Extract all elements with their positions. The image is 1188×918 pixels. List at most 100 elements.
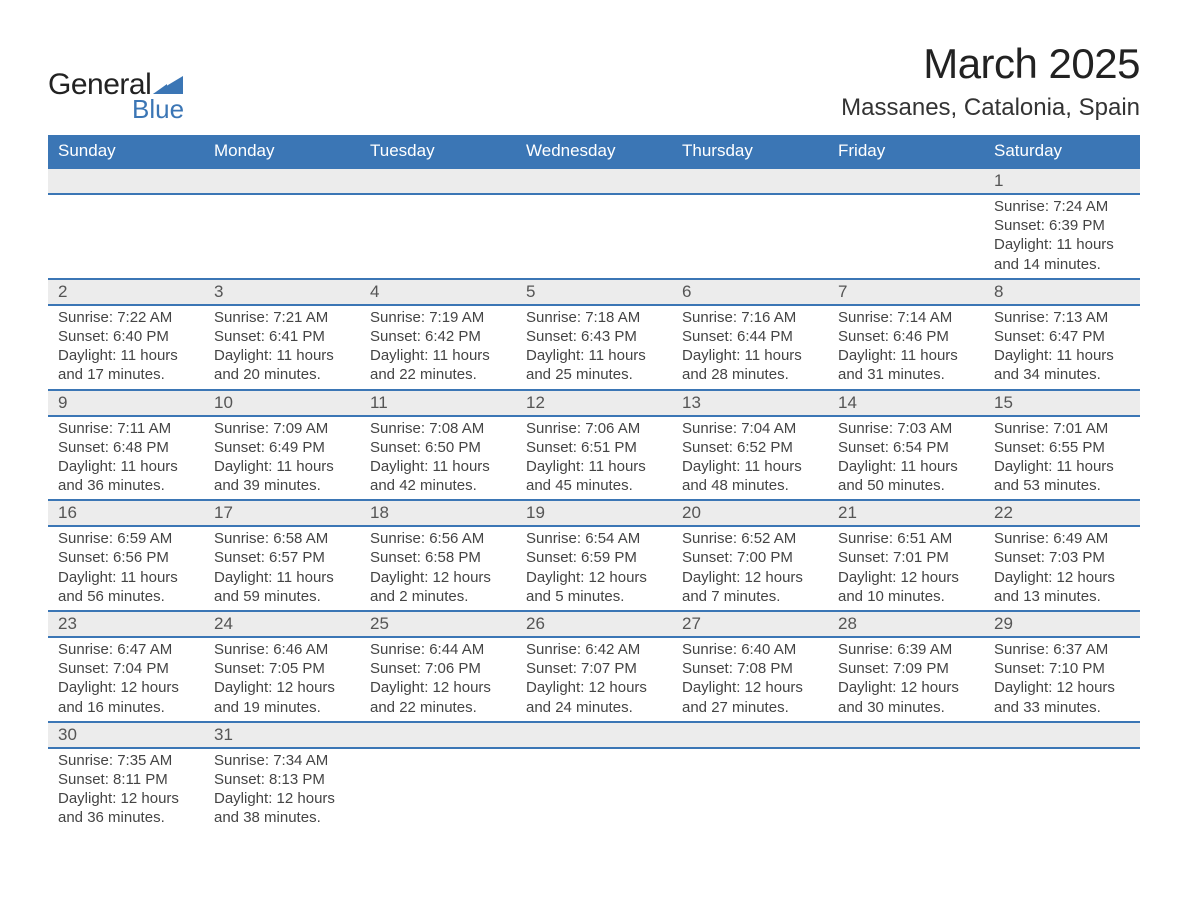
day-cell-details: Sunrise: 7:08 AMSunset: 6:50 PMDaylight:…: [360, 416, 516, 501]
day-sunrise: Sunrise: 7:18 AM: [526, 308, 662, 327]
day-sunrise: Sunrise: 7:16 AM: [682, 308, 818, 327]
logo-triangle-icon: [153, 72, 183, 94]
day-day2: and 24 minutes.: [526, 698, 662, 717]
day-cell-number: 6: [672, 279, 828, 305]
day-sunset: Sunset: 6:43 PM: [526, 327, 662, 346]
title-location: Massanes, Catalonia, Spain: [841, 94, 1140, 122]
page-header: General Blue March 2025 Massanes, Catalo…: [48, 40, 1140, 125]
day-sunrise: Sunrise: 6:39 AM: [838, 640, 974, 659]
weekday-header: Friday: [828, 135, 984, 168]
day-day1: Daylight: 11 hours: [370, 346, 506, 365]
week-detail-row: Sunrise: 7:35 AMSunset: 8:11 PMDaylight:…: [48, 748, 1140, 832]
day-sunrise: Sunrise: 6:44 AM: [370, 640, 506, 659]
day-day1: Daylight: 11 hours: [58, 568, 194, 587]
day-cell-number: 14: [828, 390, 984, 416]
day-sunset: Sunset: 7:03 PM: [994, 548, 1130, 567]
day-day1: Daylight: 11 hours: [526, 457, 662, 476]
day-cell-details: Sunrise: 6:47 AMSunset: 7:04 PMDaylight:…: [48, 637, 204, 722]
day-day1: Daylight: 12 hours: [838, 568, 974, 587]
day-day2: and 27 minutes.: [682, 698, 818, 717]
day-day2: and 17 minutes.: [58, 365, 194, 384]
day-day2: and 2 minutes.: [370, 587, 506, 606]
day-day2: and 19 minutes.: [214, 698, 350, 717]
day-cell-details: Sunrise: 7:01 AMSunset: 6:55 PMDaylight:…: [984, 416, 1140, 501]
day-cell-details: Sunrise: 7:19 AMSunset: 6:42 PMDaylight:…: [360, 305, 516, 390]
day-day1: Daylight: 11 hours: [838, 346, 974, 365]
day-day1: Daylight: 11 hours: [526, 346, 662, 365]
day-day2: and 53 minutes.: [994, 476, 1130, 495]
day-cell-details: [828, 748, 984, 832]
day-sunrise: Sunrise: 7:08 AM: [370, 419, 506, 438]
day-cell-details: Sunrise: 7:24 AMSunset: 6:39 PMDaylight:…: [984, 194, 1140, 279]
title-month: March 2025: [841, 40, 1140, 88]
day-cell-details: Sunrise: 7:04 AMSunset: 6:52 PMDaylight:…: [672, 416, 828, 501]
day-sunrise: Sunrise: 7:34 AM: [214, 751, 350, 770]
day-cell-details: Sunrise: 6:39 AMSunset: 7:09 PMDaylight:…: [828, 637, 984, 722]
day-day2: and 56 minutes.: [58, 587, 194, 606]
day-day2: and 38 minutes.: [214, 808, 350, 827]
day-cell-number: 4: [360, 279, 516, 305]
day-day2: and 39 minutes.: [214, 476, 350, 495]
day-day1: Daylight: 12 hours: [526, 678, 662, 697]
day-sunset: Sunset: 7:10 PM: [994, 659, 1130, 678]
day-day1: Daylight: 12 hours: [370, 568, 506, 587]
day-day2: and 16 minutes.: [58, 698, 194, 717]
day-cell-details: [828, 194, 984, 279]
day-sunrise: Sunrise: 6:40 AM: [682, 640, 818, 659]
day-cell-details: Sunrise: 7:21 AMSunset: 6:41 PMDaylight:…: [204, 305, 360, 390]
day-cell-details: Sunrise: 7:09 AMSunset: 6:49 PMDaylight:…: [204, 416, 360, 501]
day-day1: Daylight: 12 hours: [838, 678, 974, 697]
day-cell-details: [360, 748, 516, 832]
day-cell-number: 10: [204, 390, 360, 416]
day-cell-details: [672, 194, 828, 279]
day-day1: Daylight: 12 hours: [58, 789, 194, 808]
day-cell-number: 19: [516, 500, 672, 526]
day-cell-details: Sunrise: 7:35 AMSunset: 8:11 PMDaylight:…: [48, 748, 204, 832]
week-detail-row: Sunrise: 7:24 AMSunset: 6:39 PMDaylight:…: [48, 194, 1140, 279]
day-cell-number: 2: [48, 279, 204, 305]
day-cell-details: Sunrise: 7:18 AMSunset: 6:43 PMDaylight:…: [516, 305, 672, 390]
day-sunset: Sunset: 7:00 PM: [682, 548, 818, 567]
day-day1: Daylight: 12 hours: [58, 678, 194, 697]
day-cell-details: [516, 748, 672, 832]
day-cell-number: [828, 722, 984, 748]
day-cell-number: [48, 168, 204, 194]
week-daynum-row: 23242526272829: [48, 611, 1140, 637]
day-day2: and 36 minutes.: [58, 808, 194, 827]
day-day1: Daylight: 12 hours: [994, 678, 1130, 697]
day-cell-number: 11: [360, 390, 516, 416]
day-cell-number: 5: [516, 279, 672, 305]
week-detail-row: Sunrise: 6:47 AMSunset: 7:04 PMDaylight:…: [48, 637, 1140, 722]
day-sunrise: Sunrise: 6:56 AM: [370, 529, 506, 548]
day-sunrise: Sunrise: 7:19 AM: [370, 308, 506, 327]
day-sunrise: Sunrise: 6:51 AM: [838, 529, 974, 548]
day-day1: Daylight: 12 hours: [214, 789, 350, 808]
day-day2: and 30 minutes.: [838, 698, 974, 717]
day-cell-details: Sunrise: 6:40 AMSunset: 7:08 PMDaylight:…: [672, 637, 828, 722]
week-daynum-row: 9101112131415: [48, 390, 1140, 416]
day-sunset: Sunset: 6:46 PM: [838, 327, 974, 346]
day-day2: and 20 minutes.: [214, 365, 350, 384]
day-sunset: Sunset: 6:59 PM: [526, 548, 662, 567]
day-sunset: Sunset: 7:06 PM: [370, 659, 506, 678]
day-cell-number: 16: [48, 500, 204, 526]
day-sunrise: Sunrise: 7:09 AM: [214, 419, 350, 438]
logo-word2: Blue: [132, 94, 184, 125]
day-sunset: Sunset: 6:40 PM: [58, 327, 194, 346]
day-cell-details: Sunrise: 6:37 AMSunset: 7:10 PMDaylight:…: [984, 637, 1140, 722]
week-detail-row: Sunrise: 6:59 AMSunset: 6:56 PMDaylight:…: [48, 526, 1140, 611]
day-cell-details: Sunrise: 7:03 AMSunset: 6:54 PMDaylight:…: [828, 416, 984, 501]
day-sunset: Sunset: 8:13 PM: [214, 770, 350, 789]
day-sunrise: Sunrise: 7:06 AM: [526, 419, 662, 438]
day-sunrise: Sunrise: 6:59 AM: [58, 529, 194, 548]
day-day1: Daylight: 11 hours: [214, 457, 350, 476]
logo: General Blue: [48, 68, 184, 125]
day-cell-number: 9: [48, 390, 204, 416]
day-day2: and 48 minutes.: [682, 476, 818, 495]
day-sunrise: Sunrise: 7:11 AM: [58, 419, 194, 438]
day-cell-number: [516, 722, 672, 748]
day-sunset: Sunset: 7:01 PM: [838, 548, 974, 567]
day-day1: Daylight: 11 hours: [58, 457, 194, 476]
day-day2: and 13 minutes.: [994, 587, 1130, 606]
day-cell-details: Sunrise: 7:22 AMSunset: 6:40 PMDaylight:…: [48, 305, 204, 390]
